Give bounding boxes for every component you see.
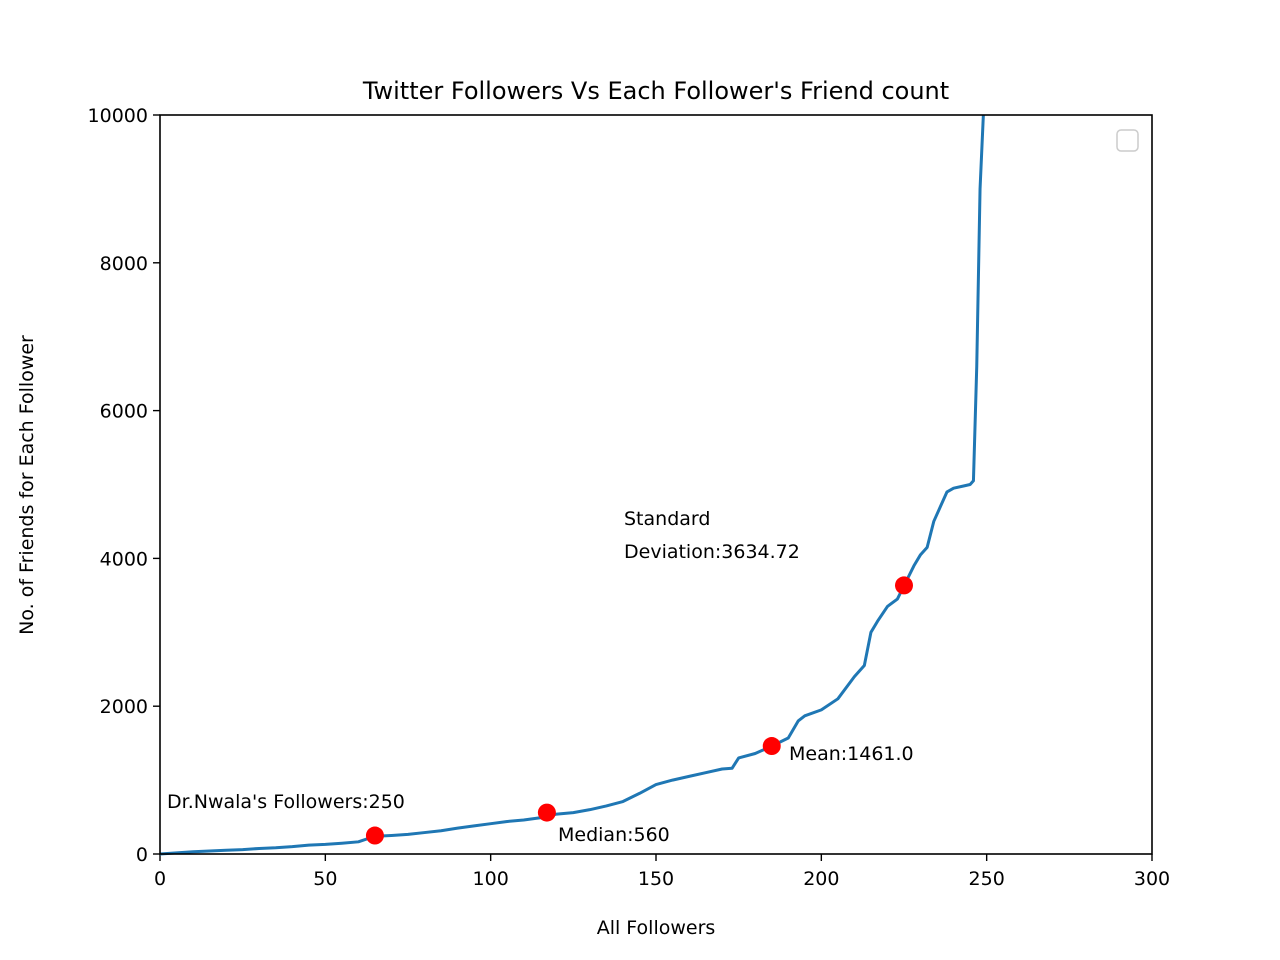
- x-tick-label: 250: [969, 868, 1005, 890]
- annotation-dr-nwala: Dr.Nwala's Followers:250: [167, 791, 405, 813]
- highlight-point: [895, 576, 913, 595]
- series-lines: [159, 114, 985, 856]
- series-line: [159, 114, 985, 856]
- highlight-point: [537, 803, 556, 822]
- highlight-point: [365, 826, 384, 845]
- x-tick-label: 150: [638, 868, 674, 890]
- highlight-points: [365, 576, 913, 845]
- annotation-std-line1: Standard: [624, 508, 710, 530]
- x-axis-label: All Followers: [597, 917, 716, 939]
- axis-ticks: 0 50 100 150 200 250 300 0 2000 4000 6000 8000 10000: [88, 105, 1171, 890]
- x-tick-label: 100: [473, 868, 509, 890]
- x-tick-label: 200: [803, 868, 839, 890]
- annotation-std-line2: Deviation:3634.72: [624, 541, 800, 563]
- legend-box: [1116, 129, 1139, 152]
- y-tick-label: 8000: [100, 253, 148, 275]
- annotation-median: Median:560: [558, 824, 670, 846]
- y-tick-label: 0: [136, 844, 148, 866]
- y-axis-label: No. of Friends for Each Follower: [16, 335, 38, 635]
- annotation-mean: Mean:1461.0: [789, 743, 914, 765]
- highlight-point: [762, 737, 781, 756]
- chart-title: Twitter Followers Vs Each Follower's Fri…: [362, 77, 949, 105]
- y-tick-label: 6000: [100, 401, 148, 423]
- x-tick-label: 50: [313, 868, 337, 890]
- plot-frame: [159, 114, 1153, 855]
- x-tick-label: 300: [1134, 868, 1170, 890]
- y-tick-label: 2000: [100, 696, 148, 718]
- x-tick-label: 0: [154, 868, 166, 890]
- y-tick-label: 10000: [88, 105, 148, 127]
- y-tick-label: 4000: [100, 548, 148, 570]
